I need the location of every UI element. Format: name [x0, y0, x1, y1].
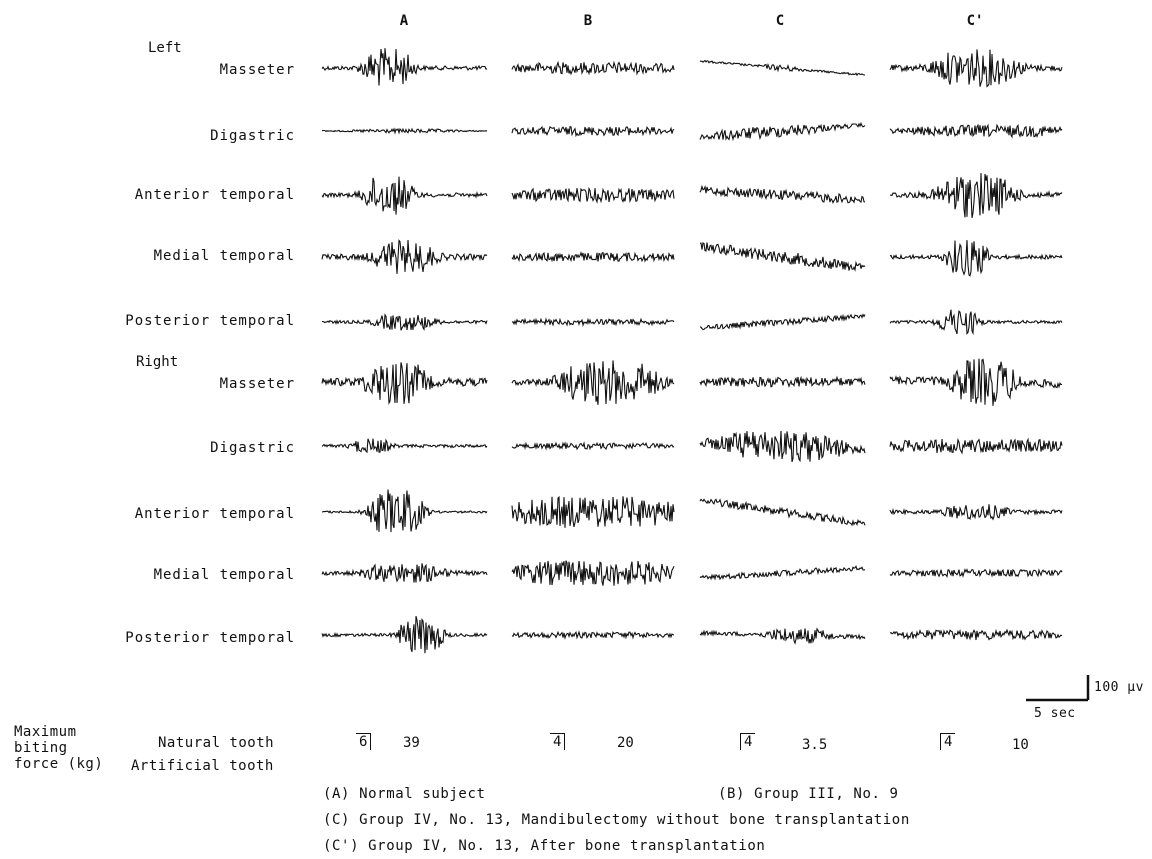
- emg-trace-row-8-col-2: [511, 495, 675, 528]
- row-label-right-masseter: Masseter: [219, 376, 295, 392]
- scale-bar-amplitude-label: 100 µv: [1094, 680, 1144, 695]
- biting-force-value-a: 39: [403, 735, 420, 751]
- emg-trace-row-2-col-4: [889, 123, 1063, 139]
- row-label-right-digastric: Digastric: [210, 440, 295, 456]
- emg-trace-row-7-col-4: [889, 437, 1063, 455]
- emg-trace-row-2-col-1: [321, 127, 488, 135]
- emg-trace-row-4-col-2: [511, 251, 675, 263]
- biting-force-value-b: 20: [617, 735, 634, 751]
- emg-trace-row-6-col-4: [889, 358, 1063, 406]
- row-label-right-medial-temporal: Medial temporal: [153, 567, 295, 583]
- emg-trace-row-10-col-3: [699, 627, 866, 645]
- emg-trace-row-3-col-2: [511, 186, 675, 204]
- emg-trace-row-9-col-3: [699, 565, 866, 581]
- tooth-symbol-c: 4: [740, 733, 756, 750]
- emg-trace-row-1-col-2: [511, 60, 675, 76]
- artificial-tooth-label: Artificial tooth: [131, 758, 274, 774]
- emg-trace-row-2-col-3: [699, 121, 866, 142]
- tooth-symbol-c-prime: 4: [940, 733, 956, 750]
- emg-trace-row-5-col-2: [511, 317, 675, 328]
- emg-trace-row-10-col-4: [889, 628, 1063, 641]
- emg-trace-row-9-col-4: [889, 568, 1063, 578]
- tooth-symbol-b: 4: [550, 733, 566, 750]
- emg-trace-row-3-col-3: [699, 184, 866, 204]
- emg-trace-row-7-col-3: [699, 430, 866, 463]
- emg-trace-row-5-col-3: [700, 313, 866, 331]
- row-label-left-posterior-temporal: Posterior temporal: [125, 313, 295, 329]
- emg-trace-row-7-col-1: [321, 438, 488, 454]
- biting-force-heading: Maximum biting force (kg): [14, 724, 104, 772]
- caption-c-prime: (C') Group IV, No. 13, After bone transp…: [323, 838, 766, 854]
- column-header-b: B: [583, 13, 593, 29]
- side-label-left: Left: [148, 40, 182, 56]
- emg-trace-row-1-col-4: [889, 49, 1063, 88]
- emg-trace-row-4-col-1: [321, 239, 488, 274]
- scale-bar: [1026, 675, 1090, 702]
- column-header-c: C: [775, 13, 785, 29]
- emg-trace-row-5-col-1: [321, 313, 488, 331]
- caption-a: (A) Normal subject: [323, 786, 486, 802]
- column-header-a: A: [399, 13, 409, 29]
- row-label-right-anterior-temporal: Anterior temporal: [134, 506, 295, 522]
- column-header-c-prime: C': [966, 13, 984, 29]
- row-label-left-anterior-temporal: Anterior temporal: [134, 187, 295, 203]
- emg-trace-row-9-col-1: [321, 563, 488, 583]
- emg-trace-row-5-col-4: [889, 309, 1063, 336]
- tooth-symbol-a: 6: [356, 733, 372, 750]
- biting-force-value-c: 3.5: [802, 737, 828, 753]
- emg-trace-row-2-col-2: [511, 125, 675, 138]
- emg-trace-row-6-col-3: [699, 375, 866, 388]
- caption-b: (B) Group III, No. 9: [718, 786, 899, 802]
- row-label-left-masseter: Masseter: [219, 62, 295, 78]
- emg-trace-row-10-col-2: [511, 630, 675, 640]
- emg-trace-row-8-col-1: [321, 489, 488, 533]
- emg-trace-row-9-col-2: [511, 560, 675, 586]
- side-label-right: Right: [136, 354, 179, 370]
- biting-force-value-c-prime: 10: [1012, 737, 1029, 753]
- emg-trace-row-10-col-1: [321, 615, 488, 654]
- emg-trace-row-6-col-1: [321, 362, 488, 406]
- emg-trace-row-1-col-1: [321, 48, 488, 86]
- emg-trace-row-3-col-4: [890, 173, 1063, 219]
- emg-trace-row-8-col-3: [699, 498, 866, 527]
- emg-traces: [321, 48, 1063, 654]
- row-label-left-digastric: Digastric: [210, 128, 295, 144]
- emg-trace-row-1-col-3: [699, 59, 866, 77]
- emg-trace-row-6-col-2: [511, 360, 675, 405]
- row-label-left-medial-temporal: Medial temporal: [153, 248, 295, 264]
- row-label-right-posterior-temporal: Posterior temporal: [125, 630, 295, 646]
- emg-trace-row-3-col-1: [321, 176, 488, 215]
- emg-trace-row-4-col-4: [889, 240, 1063, 277]
- caption-c: (C) Group IV, No. 13, Mandibulectomy wit…: [323, 812, 910, 828]
- natural-tooth-label: Natural tooth: [158, 735, 275, 751]
- emg-trace-row-4-col-3: [699, 242, 866, 272]
- scale-bar-time-label: 5 sec: [1034, 706, 1076, 721]
- emg-trace-row-7-col-2: [511, 441, 675, 451]
- emg-trace-row-8-col-4: [889, 504, 1063, 521]
